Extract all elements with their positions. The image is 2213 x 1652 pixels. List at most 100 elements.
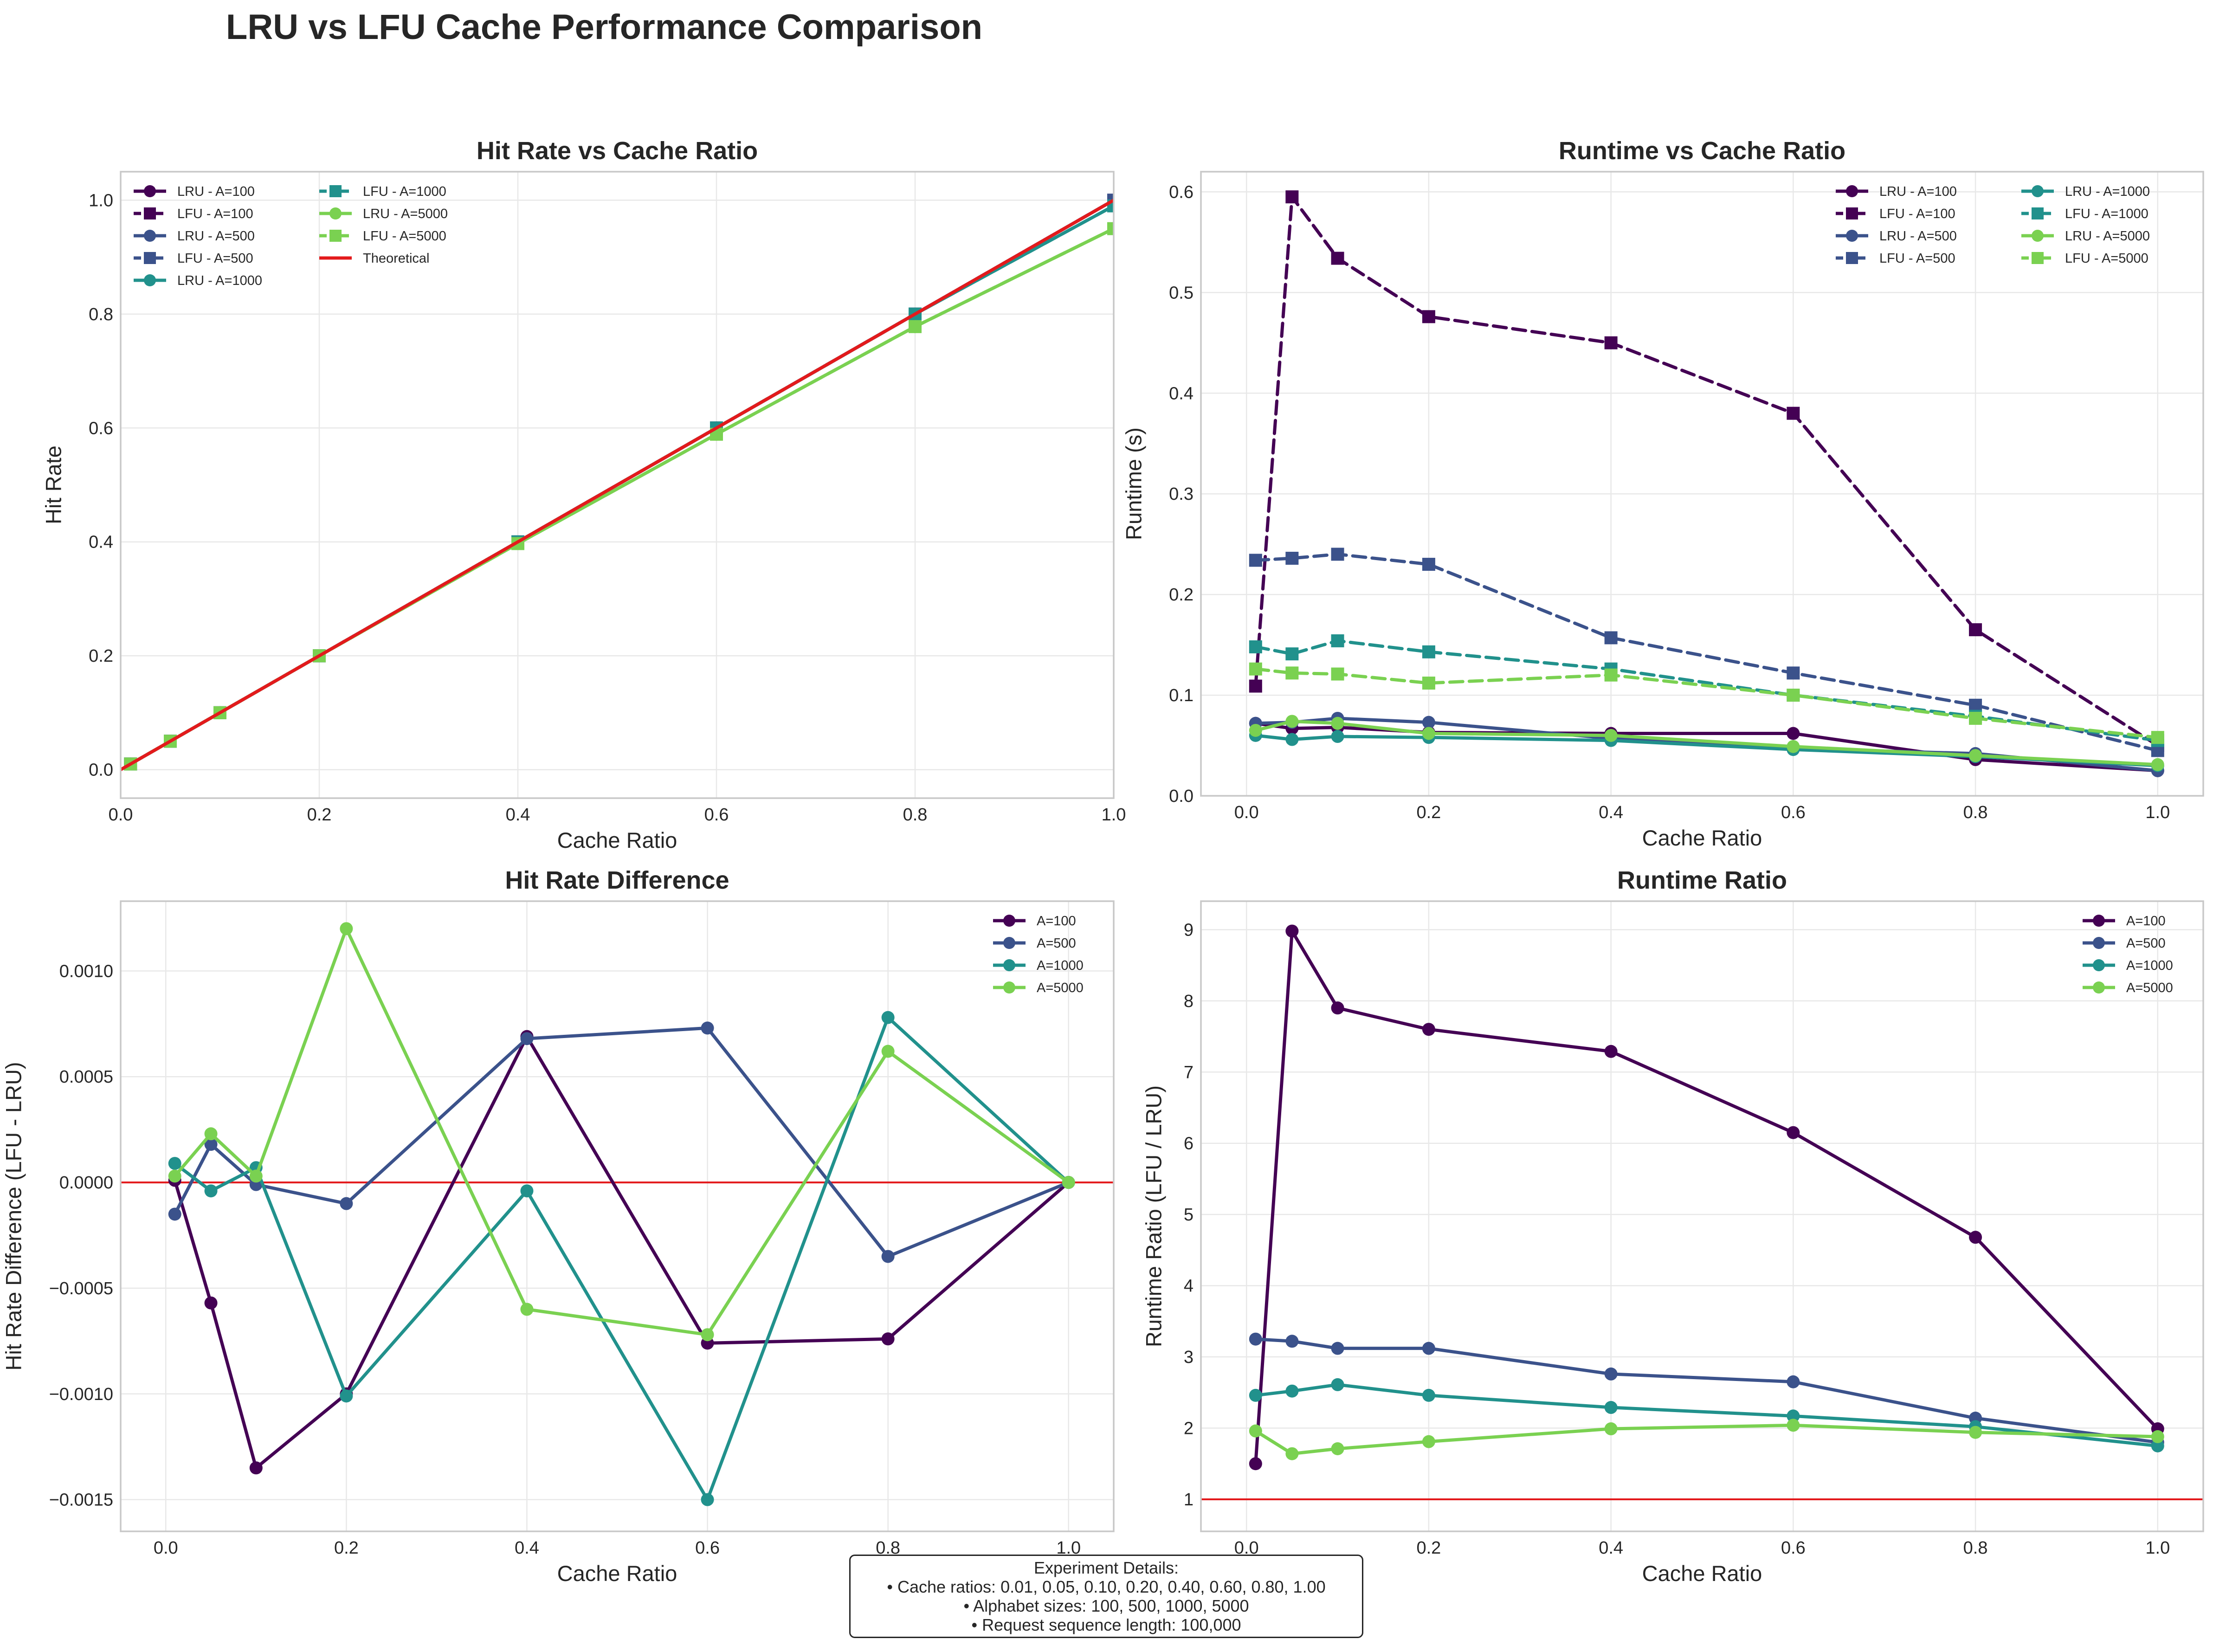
data-point	[1969, 698, 1982, 712]
plot-frame	[1200, 900, 2204, 1532]
y-tick-label: 6	[1184, 1134, 1194, 1154]
legend-entry: A=500	[993, 936, 1076, 951]
x-tick-label: 0.0	[154, 1538, 178, 1558]
legend: A=100 A=500 A=1000 A=5000	[2083, 914, 2173, 995]
data-point	[168, 1169, 181, 1183]
x-tick-label: 0.2	[1416, 1538, 1441, 1558]
x-tick-label: 0.2	[1416, 803, 1441, 822]
y-axis-label: Runtime Ratio (LFU / LRU)	[1142, 1085, 1166, 1347]
data-point	[1969, 623, 1982, 637]
y-tick-label: 9	[1184, 920, 1194, 940]
data-point	[1249, 1388, 1262, 1402]
data-point	[1969, 711, 1982, 725]
legend-label: LFU - A=500	[1879, 251, 1955, 266]
data-point	[1249, 662, 1262, 676]
series-line	[1254, 1337, 2160, 1444]
y-tick-label: 0.2	[1169, 585, 1194, 605]
y-tick-label: 1.0	[89, 191, 113, 210]
legend-label: A=500	[2126, 936, 2166, 951]
figure-title: LRU vs LFU Cache Performance Comparison	[226, 7, 982, 47]
legend-swatch-marker	[329, 230, 342, 242]
legend-entry: LRU - A=5000	[2021, 229, 2150, 244]
data-point	[2151, 731, 2164, 744]
data-point	[204, 1296, 218, 1310]
data-point	[340, 1197, 353, 1210]
data-point	[1422, 1388, 1435, 1402]
series-line	[173, 927, 1071, 1336]
series-lfu-a-500	[1249, 548, 2164, 757]
legend-swatch-marker	[144, 185, 156, 197]
data-point	[1787, 407, 1800, 420]
series-a-100	[1249, 924, 2164, 1471]
panel-title: Runtime Ratio	[1617, 866, 1787, 894]
data-point	[1787, 689, 1800, 702]
legend-swatch-marker	[329, 185, 342, 197]
series-line	[129, 227, 1114, 766]
data-point	[1249, 554, 1262, 567]
legend-label: LFU - A=1000	[363, 184, 446, 199]
data-point	[1249, 1424, 1262, 1438]
legend-label: LRU - A=500	[177, 229, 255, 244]
legend-label: LFU - A=5000	[363, 229, 446, 244]
data-point	[1285, 552, 1299, 565]
legend-entry: LFU - A=1000	[319, 184, 446, 199]
data-point	[1285, 1335, 1299, 1348]
y-tick-label: −0.0005	[49, 1279, 113, 1298]
data-point	[340, 922, 353, 936]
panel-title: Hit Rate Difference	[505, 866, 729, 894]
data-point	[2151, 1439, 2164, 1452]
data-point	[1604, 729, 1618, 742]
series-line	[1254, 1383, 2160, 1448]
legend-entry: LFU - A=5000	[2021, 251, 2148, 266]
legend-swatch-marker	[1003, 959, 1015, 971]
data-point	[1604, 1401, 1618, 1414]
data-point	[1285, 647, 1299, 661]
y-tick-label: 4	[1184, 1277, 1194, 1296]
x-axis-label: Cache Ratio	[1642, 826, 1762, 850]
data-point	[1285, 1384, 1299, 1398]
y-tick-label: −0.0015	[49, 1491, 113, 1510]
y-tick-label: 3	[1184, 1348, 1194, 1367]
data-point	[2151, 1430, 2164, 1443]
legend-entry: LFU - A=500	[134, 251, 253, 266]
x-tick-label: 0.8	[1963, 1538, 1988, 1558]
legend: A=100 A=500 A=1000 A=5000	[993, 914, 1084, 995]
x-tick-label: 0.6	[704, 805, 729, 825]
data-point	[520, 1303, 534, 1316]
data-point	[881, 1045, 895, 1058]
data-point	[881, 1250, 895, 1263]
data-point	[1604, 1367, 1618, 1381]
legend-swatch-marker	[1846, 230, 1858, 242]
data-point	[1422, 1435, 1435, 1448]
x-tick-label: 0.0	[1234, 803, 1259, 822]
x-tick-label: 0.6	[695, 1538, 720, 1558]
legend-label: LFU - A=5000	[2065, 251, 2148, 266]
data-point	[1604, 336, 1618, 349]
data-point	[1249, 1457, 1262, 1471]
data-point	[881, 1011, 895, 1024]
y-axis-label: Runtime (s)	[1122, 427, 1146, 540]
series-line	[173, 1035, 1071, 1470]
series-line	[1254, 667, 2160, 739]
legend-label: A=1000	[1037, 958, 1084, 973]
data-point	[168, 1157, 181, 1170]
y-tick-label: 0.0	[89, 761, 113, 780]
y-tick-label: 0.6	[89, 419, 113, 438]
data-point	[1787, 1409, 1800, 1423]
legend-label: LRU - A=500	[1879, 229, 1957, 244]
legend-swatch-marker	[2093, 959, 2105, 971]
legend-label: LRU - A=100	[1879, 184, 1957, 199]
y-tick-label: 2	[1184, 1419, 1194, 1439]
data-point	[1787, 666, 1800, 680]
series-a-1000	[168, 1011, 1075, 1506]
data-point	[1285, 666, 1299, 680]
data-point	[204, 1184, 218, 1198]
y-tick-label: 1	[1184, 1490, 1194, 1510]
data-point	[1285, 715, 1299, 728]
series-line	[1254, 639, 2160, 742]
y-tick-label: 0.1	[1169, 686, 1194, 705]
data-point	[1969, 1426, 1982, 1439]
legend-label: A=5000	[1037, 981, 1084, 995]
plot-area	[121, 194, 1114, 772]
